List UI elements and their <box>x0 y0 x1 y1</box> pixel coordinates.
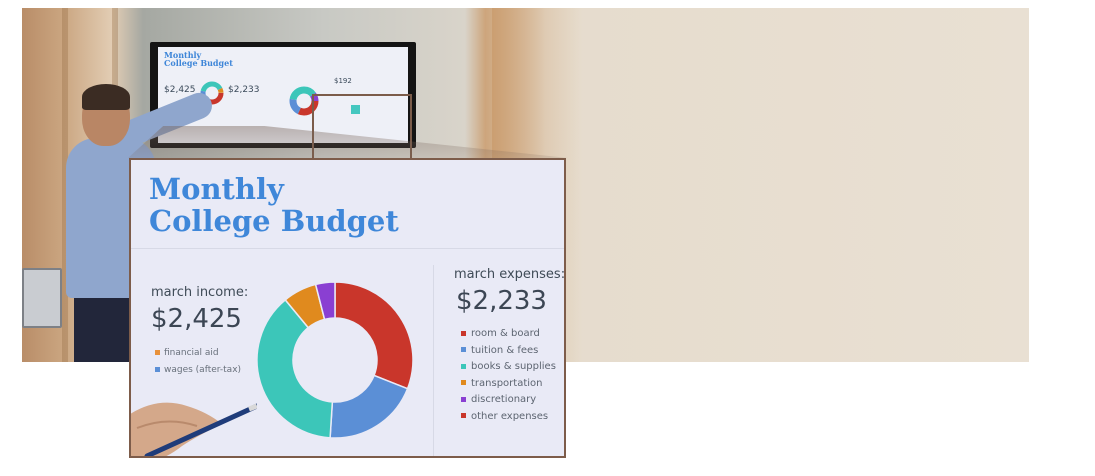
wall-monitor-square <box>351 105 360 114</box>
divider <box>131 248 564 249</box>
wall-monitor-title-line1: Monthly <box>164 50 202 60</box>
legend-dot <box>461 380 466 385</box>
legend-dot <box>461 413 466 418</box>
divider <box>433 265 434 456</box>
income-item: wages (after-tax) <box>155 365 241 375</box>
legend-item: other expenses <box>461 411 556 428</box>
legend-label: transportation <box>471 377 543 389</box>
income-amount: $2,425 <box>151 304 242 334</box>
wall-monitor-income: $2,425 <box>164 85 196 95</box>
income-item-label: financial aid <box>164 348 219 358</box>
donut-segment <box>314 281 336 321</box>
income-dot <box>155 367 160 372</box>
expense-donut-chart <box>256 281 414 439</box>
legend-dot <box>461 347 466 352</box>
budget-title-line2: College Budget <box>149 204 399 238</box>
laptop <box>22 268 62 328</box>
wall-monitor-title: Monthly College Budget <box>164 51 233 67</box>
hand-with-pen <box>131 402 257 456</box>
legend-dot <box>461 363 466 369</box>
expense-amount: $2,233 <box>456 286 547 316</box>
legend-dot <box>461 396 466 402</box>
wall-monitor-donut-2 <box>289 86 319 116</box>
legend-label: discretionary <box>471 394 537 405</box>
expense-label: march expenses: <box>454 267 566 282</box>
income-label: march income: <box>151 285 249 300</box>
legend-item: books & supplies <box>461 361 556 378</box>
budget-title-line1: Monthly <box>149 172 284 206</box>
income-item: financial aid <box>155 348 219 358</box>
legend-label: books & supplies <box>471 361 556 372</box>
legend-label: room & board <box>471 328 540 339</box>
wall-monitor-other: $192 <box>334 77 352 85</box>
income-item-label: wages (after-tax) <box>164 365 242 375</box>
legend-dot <box>461 330 466 336</box>
donut-segment <box>256 298 334 439</box>
legend-label: other expenses <box>471 410 549 422</box>
legend-item: room & board <box>461 328 556 345</box>
wall-trim <box>62 8 68 362</box>
legend-item: transportation <box>461 378 556 395</box>
legend-item: discretionary <box>461 394 556 411</box>
person-hair <box>82 84 130 110</box>
legend-item: tuition & fees <box>461 345 556 362</box>
income-dot <box>155 350 160 355</box>
wall-monitor-title-line2: College Budget <box>164 58 233 68</box>
legend-label: tuition & fees <box>471 344 539 356</box>
expense-legend: room & board tuition & fees books & suppli… <box>461 328 556 427</box>
donut-segment <box>334 281 414 390</box>
wall-monitor-expense: $2,233 <box>228 85 260 95</box>
zoomed-screen-inset: Monthly College Budget march income: $2,… <box>129 158 566 458</box>
donut-segment <box>329 374 409 439</box>
